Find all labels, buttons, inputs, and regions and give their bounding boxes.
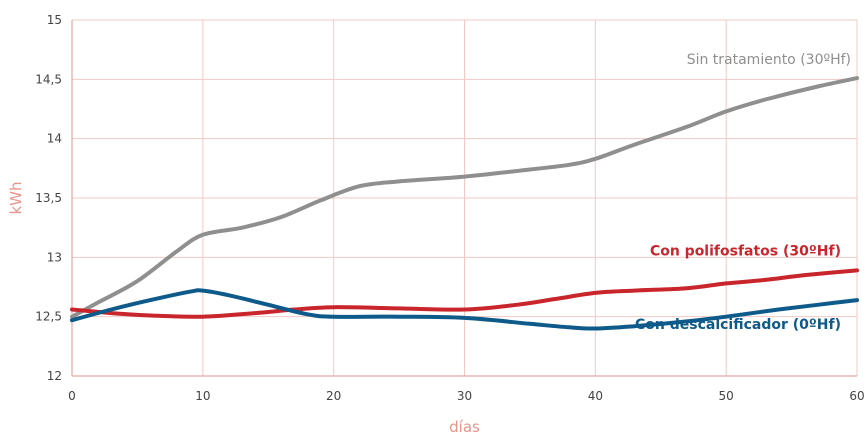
y-tick-labels: 12 12,5 13 13,5 14 14,5 15 bbox=[35, 13, 62, 383]
y-tick-label: 14 bbox=[47, 132, 62, 146]
series-label-con-descalcificador: Con descalcificador (0ºHf) bbox=[635, 317, 841, 333]
y-tick-label: 13 bbox=[47, 250, 62, 264]
x-tick-label: 50 bbox=[719, 389, 734, 403]
gridlines bbox=[71, 19, 858, 377]
x-tick-label: 40 bbox=[588, 389, 603, 403]
series-line-sin-tratamiento bbox=[70, 76, 859, 319]
series-line-con-polifosfatos bbox=[70, 268, 859, 319]
series-label-con-polifosfatos: Con polifosfatos (30ºHf) bbox=[650, 243, 841, 259]
x-tick-label: 10 bbox=[195, 389, 210, 403]
x-tick-label: 30 bbox=[457, 389, 472, 403]
y-tick-label: 12 bbox=[47, 369, 62, 383]
x-tick-label: 60 bbox=[849, 389, 864, 403]
y-tick-label: 13,5 bbox=[35, 191, 62, 205]
x-axis-title: días bbox=[449, 418, 480, 436]
series-line-con-descalcificador bbox=[70, 288, 859, 331]
y-tick-label: 12,5 bbox=[35, 310, 62, 324]
y-tick-label: 14,5 bbox=[35, 72, 62, 86]
y-tick-label: 15 bbox=[47, 13, 62, 27]
series-label-sin-tratamiento: Sin tratamiento (30ºHf) bbox=[687, 52, 851, 68]
x-tick-label: 0 bbox=[68, 389, 76, 403]
x-tick-label: 20 bbox=[326, 389, 341, 403]
x-tick-labels: 0 10 20 30 40 50 60 bbox=[68, 389, 864, 403]
y-axis-title: kWh bbox=[7, 181, 25, 214]
series-labels: Sin tratamiento (30ºHf) Con polifosfatos … bbox=[635, 52, 851, 333]
series-lines bbox=[70, 76, 859, 331]
